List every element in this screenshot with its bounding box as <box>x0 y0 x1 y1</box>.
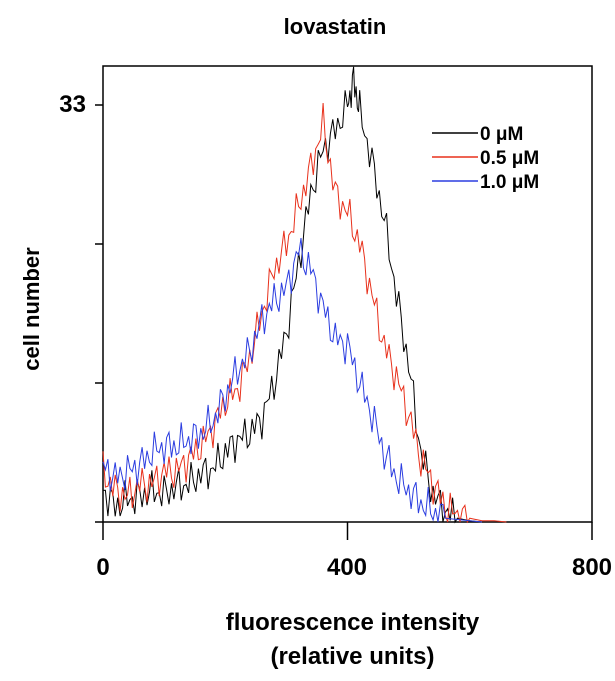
series-line-1 <box>102 102 507 524</box>
series-line-0 <box>102 66 483 524</box>
legend-label-2: 1.0 μM <box>480 172 539 193</box>
legend: 0 μM 0.5 μM 1.0 μM <box>432 124 539 193</box>
x-tick-label-800: 800 <box>572 554 612 581</box>
series-line-2 <box>102 238 483 523</box>
x-tick-label-400: 400 <box>327 554 367 581</box>
chart-title: lovastatin <box>283 14 387 39</box>
x-tick-label-0: 0 <box>96 554 109 581</box>
legend-label-1: 0.5 μM <box>480 148 539 169</box>
legend-label-0: 0 μM <box>480 124 523 145</box>
x-axis-label-units: (relative units) <box>270 643 435 670</box>
x-axis-label: fluorescence intensity <box>225 609 480 636</box>
y-tick-label-33: 33 <box>59 91 86 118</box>
